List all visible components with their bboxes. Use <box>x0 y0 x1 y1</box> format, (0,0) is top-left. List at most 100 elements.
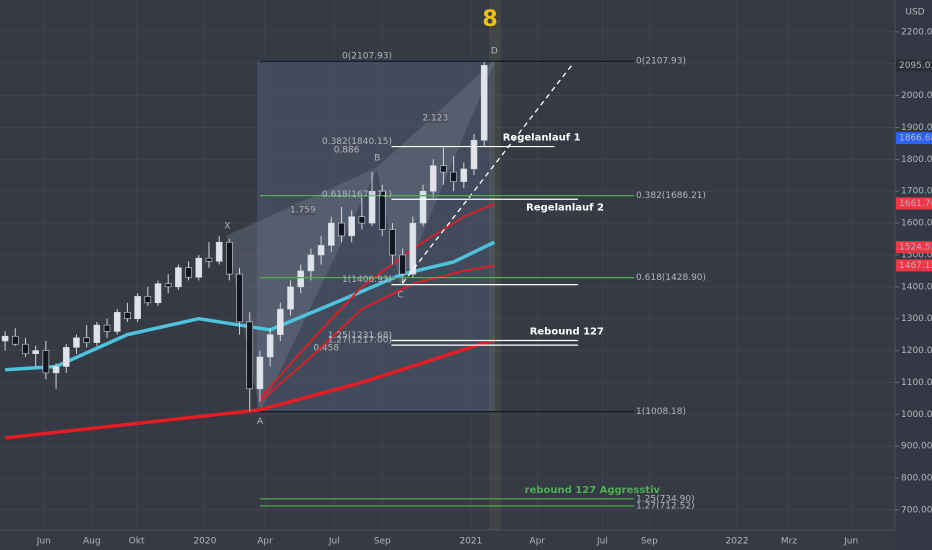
candle-body <box>83 337 90 343</box>
candle-body <box>175 267 182 288</box>
moving-average <box>259 202 495 399</box>
x-tick-label: 2021 <box>459 537 482 547</box>
candle-body <box>429 165 437 192</box>
x-tick-label: Mrz <box>781 537 797 547</box>
y-tick-label: 900.00 <box>901 442 932 452</box>
moving-average <box>259 264 495 403</box>
candle-body <box>277 308 284 335</box>
ratio-label: 2.123 <box>422 113 448 123</box>
candle-body <box>327 222 335 246</box>
pattern-point-label: D <box>491 47 498 57</box>
candle-body <box>348 216 355 237</box>
level-note: Regelanlauf 1 <box>503 133 581 144</box>
candle-body <box>409 222 417 275</box>
level-label: 1(1008.18) <box>636 407 686 417</box>
candle-body <box>42 350 50 374</box>
currency: USD <box>905 8 924 18</box>
moving-average <box>4 338 495 440</box>
level-note: rebound 127 Aggresstiv <box>525 485 661 496</box>
candle-body <box>154 283 162 304</box>
y-tick-label: 1800.00 <box>901 155 932 165</box>
level-note: Rebound 127 <box>530 326 604 337</box>
ratio-box <box>423 112 448 123</box>
candle-body <box>246 321 254 390</box>
candle-body <box>134 296 141 320</box>
x-tick-label: Jul <box>596 537 608 547</box>
candle-body <box>1 335 9 342</box>
y-tick-label: 2000.00 <box>901 91 932 101</box>
x-tick-label: 2020 <box>193 537 216 547</box>
x-tick-label: Aug <box>83 537 101 547</box>
level-note: Regelanlauf 2 <box>526 202 604 213</box>
candle-body <box>450 171 457 182</box>
level-left-label: 1(1406.93) <box>342 275 392 285</box>
y-tick-label: 1200.00 <box>901 346 932 356</box>
candle-body <box>317 245 325 256</box>
trend-line <box>402 63 574 284</box>
ratio-box <box>314 343 339 354</box>
candle-body <box>11 335 19 345</box>
level-label: 0.618(1428.90) <box>636 273 706 283</box>
candle-body <box>338 222 345 237</box>
x-tick-label: Apr <box>257 537 273 547</box>
level-label: 1.25(734.90) <box>636 494 695 504</box>
candle-body <box>419 190 427 224</box>
level-left-label: 0(2107.93) <box>342 52 392 62</box>
candle-body <box>62 347 70 367</box>
price-badge <box>896 59 932 72</box>
candle-body <box>266 334 274 358</box>
level-label: 1.27(712.52) <box>636 501 695 511</box>
level-left-label: 1.27(1217.00) <box>328 336 392 346</box>
candle-body <box>389 229 396 256</box>
level-label: 0.382(1686.21) <box>636 191 706 201</box>
ratio-label: 0.458 <box>313 344 339 354</box>
candle-body <box>307 254 315 272</box>
ratio-box <box>290 205 315 216</box>
candle-body <box>215 241 223 262</box>
candle-body <box>399 254 406 275</box>
price-badge-label: 2095.03 <box>899 61 932 71</box>
price-badge-label: 1524.51 <box>899 243 932 253</box>
pattern-point-label: B <box>374 153 380 163</box>
candle-body <box>32 350 39 355</box>
y-tick-label: 2200.00 <box>901 27 932 37</box>
y-tick-label: 800.00 <box>901 474 932 484</box>
candle-body <box>144 296 152 304</box>
y-tick-label: 1000.00 <box>901 410 932 420</box>
candle-body <box>73 337 80 348</box>
price-badge-label: 1467.12 <box>899 261 932 271</box>
candle-body <box>93 324 101 343</box>
x-tick-label: 2022 <box>726 537 749 547</box>
x-tick-label: Jul <box>328 537 340 547</box>
level-left-label: 0.618(1674.71) <box>322 190 392 200</box>
candle-body <box>124 312 131 320</box>
price-badge <box>896 241 932 254</box>
candle-body <box>358 216 366 224</box>
candle-body <box>22 343 29 355</box>
price-badge <box>896 197 932 210</box>
candle-body <box>287 286 294 310</box>
price-badge <box>896 132 932 145</box>
y-tick-label: 1300.00 <box>901 314 932 324</box>
x-tick-label: Apr <box>529 537 545 547</box>
level-left-label: 0.382(1840.15) <box>322 137 392 147</box>
candle-body <box>205 257 213 262</box>
candle-body <box>480 65 488 141</box>
x-tick-label: Okt <box>129 537 145 547</box>
candle-body <box>297 270 305 288</box>
y-tick-label: 1600.00 <box>901 219 932 229</box>
price-badge <box>896 259 932 272</box>
level-left-label: 1.25(1231.68) <box>328 331 392 341</box>
candle-body <box>470 139 478 170</box>
candle-body <box>164 283 172 288</box>
candle-body <box>460 168 468 182</box>
candle-body <box>52 366 60 374</box>
candle-body <box>113 312 121 332</box>
pattern-point-label: X <box>224 221 230 231</box>
highlight-column <box>489 0 501 530</box>
x-tick-label: Jun <box>843 537 858 547</box>
pattern-point-label: C <box>397 290 403 300</box>
alert-icon: 8 <box>482 7 497 32</box>
price-badge-label: 1661.76 <box>899 199 932 209</box>
y-tick-label: 1100.00 <box>901 378 932 388</box>
